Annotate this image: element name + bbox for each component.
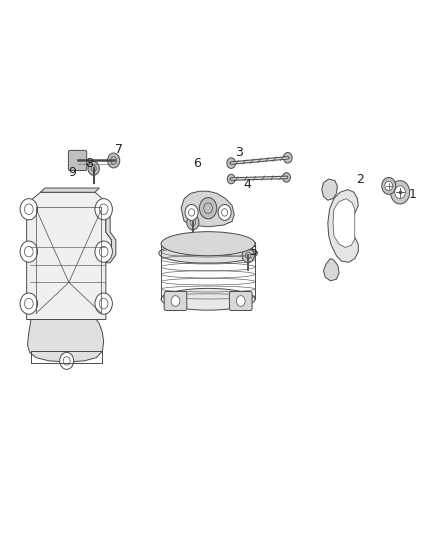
Circle shape bbox=[283, 173, 290, 182]
Circle shape bbox=[218, 205, 231, 220]
FancyBboxPatch shape bbox=[68, 150, 87, 171]
Circle shape bbox=[20, 293, 38, 314]
Text: 5: 5 bbox=[189, 209, 197, 223]
Circle shape bbox=[385, 181, 392, 191]
Circle shape bbox=[95, 293, 113, 314]
Text: 7: 7 bbox=[115, 143, 123, 156]
Polygon shape bbox=[181, 191, 234, 227]
Polygon shape bbox=[28, 319, 104, 362]
Circle shape bbox=[20, 241, 38, 262]
FancyBboxPatch shape bbox=[230, 292, 252, 311]
Circle shape bbox=[60, 352, 74, 369]
Circle shape bbox=[171, 296, 180, 306]
Text: 1: 1 bbox=[409, 189, 417, 201]
Text: 6: 6 bbox=[193, 157, 201, 169]
Text: 4: 4 bbox=[244, 178, 251, 191]
Polygon shape bbox=[323, 259, 339, 281]
Circle shape bbox=[227, 174, 235, 184]
Ellipse shape bbox=[161, 232, 255, 256]
Polygon shape bbox=[27, 192, 112, 319]
Circle shape bbox=[108, 153, 120, 168]
Polygon shape bbox=[322, 179, 337, 200]
Circle shape bbox=[199, 198, 217, 219]
Circle shape bbox=[283, 152, 292, 163]
Polygon shape bbox=[333, 199, 355, 247]
Circle shape bbox=[242, 248, 254, 263]
Text: 3: 3 bbox=[235, 146, 243, 159]
Text: 2: 2 bbox=[357, 173, 364, 185]
Polygon shape bbox=[41, 188, 99, 192]
Circle shape bbox=[391, 181, 410, 204]
Circle shape bbox=[95, 199, 113, 220]
Ellipse shape bbox=[159, 243, 258, 263]
Text: 8: 8 bbox=[85, 157, 93, 170]
Circle shape bbox=[20, 199, 38, 220]
Circle shape bbox=[187, 215, 199, 230]
Circle shape bbox=[227, 158, 236, 168]
FancyBboxPatch shape bbox=[164, 292, 187, 311]
Circle shape bbox=[185, 205, 198, 220]
Circle shape bbox=[237, 296, 245, 306]
Polygon shape bbox=[328, 190, 358, 262]
Ellipse shape bbox=[161, 288, 255, 310]
Circle shape bbox=[395, 186, 405, 199]
Circle shape bbox=[95, 241, 113, 262]
Text: 9: 9 bbox=[68, 166, 76, 179]
Text: 5: 5 bbox=[250, 245, 258, 258]
Circle shape bbox=[382, 177, 396, 195]
Circle shape bbox=[88, 161, 99, 175]
Polygon shape bbox=[106, 210, 116, 263]
